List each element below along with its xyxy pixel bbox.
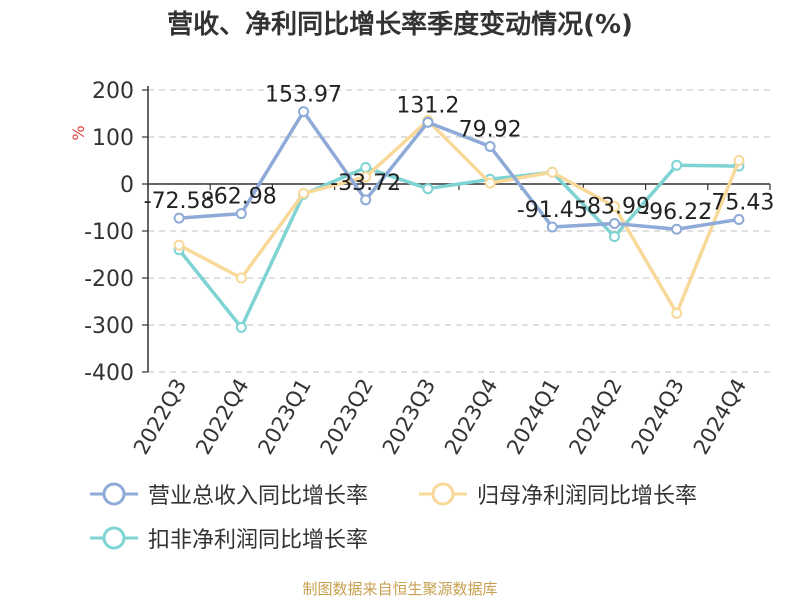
legend-label-deducted-net-profit: 扣非净利润同比增长率 — [148, 528, 369, 553]
source-note: 制图数据来自恒生聚源数据库 — [302, 580, 498, 598]
legend-label-net-profit: 归母净利润同比增长率 — [477, 484, 698, 509]
legend-deducted-net-profit-icon — [90, 526, 138, 550]
series-line — [178, 118, 741, 315]
x-tick-label: 2023Q1 — [253, 375, 315, 459]
legend-label-revenue: 营业总收入同比增长率 — [148, 484, 369, 509]
data-label: -62.98 — [206, 185, 277, 210]
legend-net-profit-icon — [419, 482, 467, 506]
y-tick-label: 100 — [92, 126, 134, 151]
y-tick-label: -200 — [84, 267, 134, 292]
x-tick-label: 2023Q3 — [378, 375, 440, 459]
data-point — [546, 221, 558, 233]
data-point — [609, 217, 620, 229]
y-tick-label: 200 — [92, 79, 134, 104]
data-point — [173, 239, 185, 251]
chart-title: 营收、净利同比增长率季度变动情况(%) — [167, 10, 633, 40]
data-label: 131.2 — [396, 93, 459, 118]
x-tick-label: 2024Q2 — [564, 375, 626, 459]
data-point — [298, 187, 309, 199]
data-point — [733, 155, 745, 166]
x-tick-label: 2024Q3 — [627, 375, 689, 459]
x-tick-label: 2023Q2 — [316, 375, 378, 459]
series-line — [178, 109, 740, 231]
data-label: -72.58 — [144, 189, 215, 214]
y-tick-label: -400 — [84, 361, 134, 386]
data-label: -83.99 — [579, 194, 650, 219]
data-point — [235, 208, 247, 220]
legend-item-deducted-net-profit[interactable]: 扣非净利润同比增长率 — [88, 522, 368, 554]
data-label: -96.22 — [641, 200, 712, 225]
data-point — [484, 140, 496, 152]
data-label: 79.92 — [459, 117, 522, 142]
y-tick-label: -100 — [84, 220, 134, 245]
data-point — [360, 194, 372, 206]
x-tick-label: 2023Q4 — [440, 374, 502, 458]
data-point — [235, 272, 247, 284]
y-tick-label: 0 — [120, 173, 134, 198]
y-tick-label: -300 — [84, 314, 134, 339]
data-label: -91.45 — [517, 198, 588, 223]
data-point — [609, 231, 620, 243]
series-line — [177, 163, 739, 330]
legend-revenue-icon — [90, 482, 138, 506]
data-point — [422, 183, 434, 195]
y-axis-label: % — [69, 125, 88, 140]
data-label: -75.43 — [703, 190, 774, 215]
data-point — [484, 177, 496, 189]
legend-item-net-profit[interactable]: 归母净利润同比增长率 — [417, 478, 697, 510]
x-tick-label: 2024Q4 — [689, 375, 751, 459]
data-point — [422, 116, 434, 128]
data-point — [235, 321, 247, 333]
x-tick-label: 2022Q3 — [129, 375, 191, 459]
data-label: 153.97 — [265, 83, 342, 108]
data-point — [173, 212, 185, 224]
data-label: -33.72 — [330, 171, 401, 196]
data-point — [733, 213, 745, 225]
data-point — [298, 106, 309, 118]
x-tick-label: 2022Q4 — [191, 375, 253, 459]
data-point — [609, 201, 620, 213]
legend-item-revenue[interactable]: 营业总收入同比增长率 — [88, 478, 368, 510]
data-point — [671, 223, 683, 235]
x-tick-label: 2024Q1 — [502, 375, 564, 459]
data-point — [360, 171, 372, 183]
data-point — [546, 166, 558, 178]
data-point — [671, 159, 683, 171]
data-point — [671, 307, 683, 319]
